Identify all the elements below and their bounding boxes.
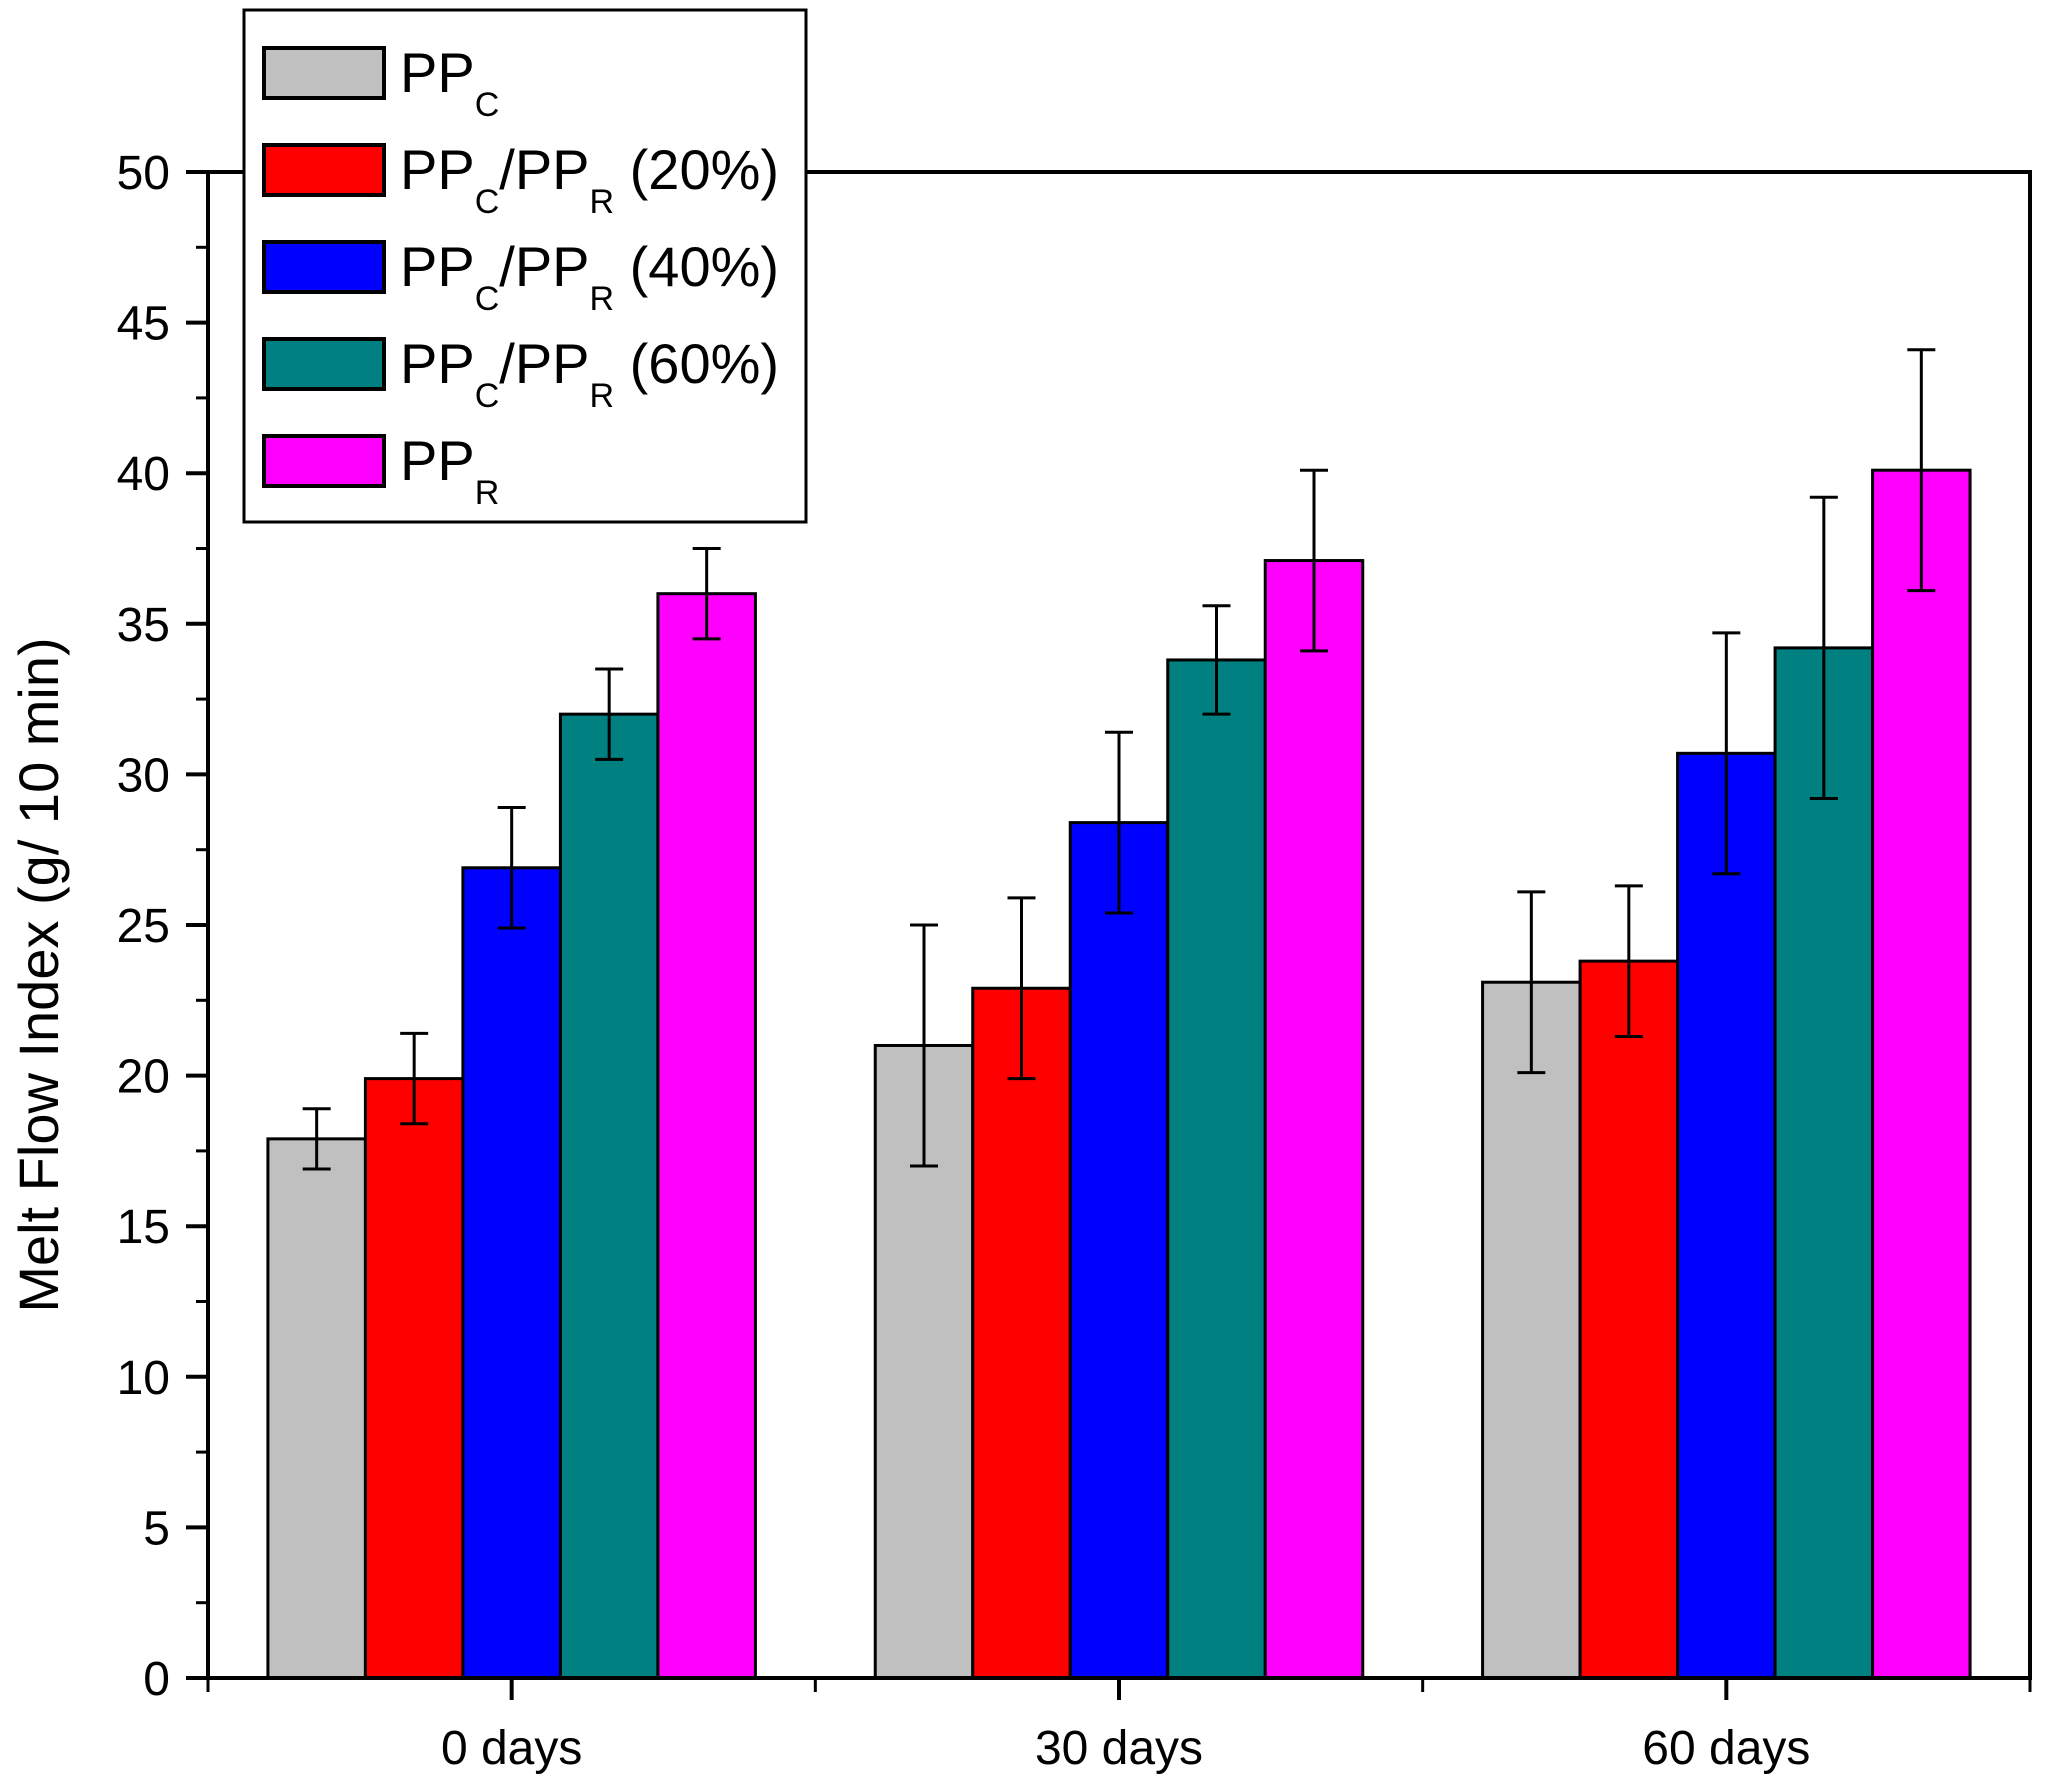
legend-swatch (262, 143, 386, 197)
legend-label-part: /PP (499, 332, 589, 395)
bar-ppc-2 (1481, 980, 1582, 1680)
y-tick-label: 15 (117, 1201, 170, 1254)
bar-ppc-ppr-40--1 (1068, 821, 1170, 1680)
legend-label-part: C (475, 280, 500, 318)
y-tick-label: 35 (117, 599, 170, 652)
legend-label: PPR (400, 429, 499, 512)
bar-ppc-0 (266, 1137, 367, 1680)
legend-label-part: R (590, 377, 615, 415)
legend-label-part: /PP (499, 235, 589, 298)
x-tick-label: 0 days (441, 1722, 582, 1775)
bar-ppr-0 (656, 592, 757, 1680)
legend-label: PPC/PPR (60%) (400, 332, 779, 415)
legend-label-part: /PP (499, 138, 589, 201)
legend-label-part: R (590, 280, 615, 318)
bar-ppc-ppr-20--0 (363, 1077, 465, 1680)
y-tick-label: 30 (117, 749, 170, 802)
bar-ppc-ppr-60--1 (1166, 658, 1267, 1680)
x-tick-label: 30 days (1035, 1722, 1203, 1775)
legend-swatch (262, 46, 386, 100)
legend-label-part: (20%) (614, 138, 779, 201)
legend-swatch (262, 240, 386, 294)
legend-swatch (262, 337, 386, 391)
legend-label-part: PP (400, 332, 475, 395)
legend-label-part: (40%) (614, 235, 779, 298)
bar-ppc-ppr-40--2 (1676, 751, 1777, 1680)
legend-swatch (262, 434, 386, 488)
legend-label-part: C (475, 377, 500, 415)
y-tick-label: 45 (117, 298, 170, 351)
legend-label-part: R (475, 474, 500, 512)
y-tick-label: 40 (117, 448, 170, 501)
y-tick-label: 25 (117, 900, 170, 953)
y-tick-label: 10 (117, 1352, 170, 1405)
legend-label-part: (60%) (614, 332, 779, 395)
legend-label-part: R (590, 183, 615, 221)
legend-label-part: PP (400, 429, 475, 492)
legend-label-part: PP (400, 41, 475, 104)
legend-label-part: C (475, 183, 500, 221)
y-tick-label: 20 (117, 1051, 170, 1104)
bar-ppc-ppr-40--0 (461, 866, 562, 1680)
legend-label-part: PP (400, 138, 475, 201)
bar-ppc-ppr-20--2 (1578, 959, 1680, 1680)
y-tick-label: 5 (143, 1502, 170, 1555)
bar-ppc-ppr-20--1 (971, 986, 1072, 1680)
x-tick-label: 60 days (1642, 1722, 1810, 1775)
legend-label: PPC/PPR (20%) (400, 138, 779, 221)
legend-label-part: C (475, 86, 500, 124)
bar-ppr-1 (1263, 559, 1365, 1680)
y-tick-label: 50 (117, 147, 170, 200)
legend-label-part: PP (400, 235, 475, 298)
y-axis-label: Melt Flow Index (g/ 10 min) (7, 637, 70, 1312)
legend-label: PPC (400, 41, 499, 124)
bar-ppc-ppr-60--0 (558, 712, 660, 1680)
bar-ppr-2 (1871, 468, 1972, 1680)
bar-ppc-ppr-60--2 (1773, 646, 1875, 1680)
legend-label: PPC/PPR (40%) (400, 235, 779, 318)
y-tick-label: 0 (143, 1653, 170, 1706)
